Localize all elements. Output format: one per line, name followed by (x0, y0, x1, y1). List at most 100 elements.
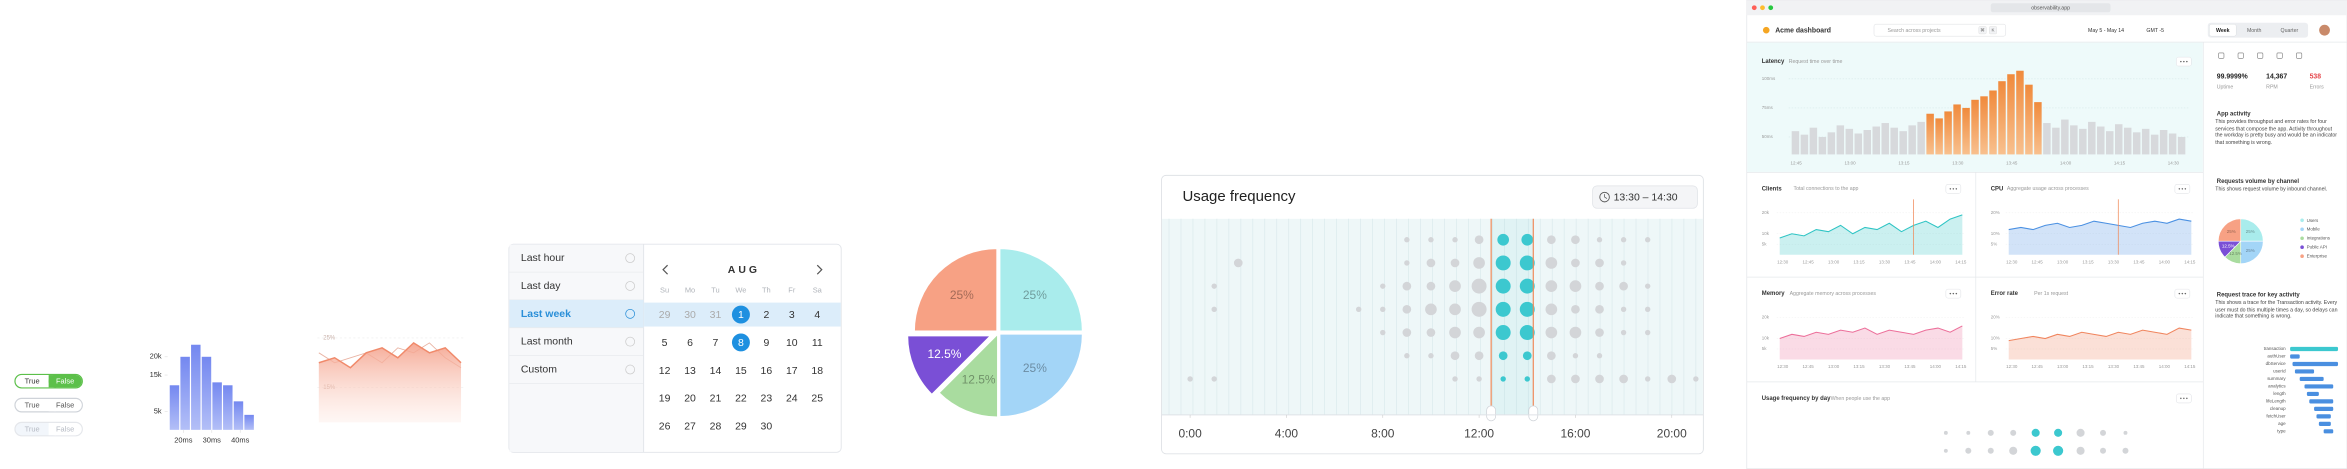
day: 17 (786, 366, 798, 377)
span-bar (2314, 406, 2334, 411)
section-text-box: This shows a trace for the Transaction a… (2215, 300, 2337, 320)
usage-bubble (1571, 258, 1580, 268)
x-tick-label: 13:15 (2082, 259, 2094, 264)
toggle-on-half (48, 422, 82, 436)
panel-title: Memory (1762, 291, 1786, 297)
y-tick-label: 20% (1991, 315, 2000, 320)
day: 12 (659, 366, 671, 377)
span-label: age (2278, 421, 2286, 426)
span-bar (2290, 346, 2339, 352)
y-tick-label: 10k (1762, 336, 1770, 341)
latency-bar (1863, 130, 1872, 155)
more-dot (2183, 397, 2185, 400)
span-bar (2323, 429, 2334, 434)
usage-bubble (1474, 235, 1484, 245)
day: 25 (811, 394, 823, 405)
tab[interactable]: Quarter (2281, 28, 2299, 34)
latency-bar (1962, 107, 1970, 155)
day: 16 (761, 366, 773, 377)
day: 26 (659, 421, 671, 432)
weekday: Tu (711, 286, 719, 295)
pie-slice (999, 248, 1083, 332)
key-cap (1978, 26, 1987, 35)
usage-bubble (1547, 374, 1556, 384)
selected-day (731, 305, 750, 324)
histogram-bar (223, 385, 233, 430)
x-tick-label: 12:00 (1464, 426, 1494, 440)
span-bar (2299, 376, 2324, 382)
usage-bubble (1519, 301, 1535, 317)
latency-bar (2097, 126, 2105, 155)
day: 2 (763, 310, 769, 321)
toggle-option: False (56, 424, 74, 433)
area-line (318, 341, 462, 369)
latency-bar (2159, 130, 2168, 155)
usage-bubble (1572, 353, 1579, 359)
histogram-bar (233, 401, 244, 430)
toolbar-icon (2218, 52, 2225, 59)
usage-bubble (1495, 325, 1511, 341)
latency-bar (2106, 131, 2114, 155)
usage-bubble (1644, 283, 1651, 289)
usage-bubble (1428, 237, 1434, 243)
y-tick-label: 10k (1762, 231, 1770, 236)
legend-label: Integrations (2307, 236, 2331, 241)
histogram-bar (191, 344, 201, 430)
y-tick-label: 20% (1991, 210, 2000, 215)
day: 30 (684, 310, 696, 321)
usage-bubble (1473, 257, 1485, 269)
usage-bubble (1428, 353, 1434, 359)
day: 5 (662, 338, 668, 349)
span-label: lifeLength (2266, 399, 2286, 404)
toggle-on-half (48, 375, 82, 388)
latency-bar (1899, 131, 1907, 155)
x-tick-label: 12:30 (1777, 259, 1789, 264)
more-dot (1949, 188, 1952, 190)
usage-bubble (1449, 303, 1461, 316)
usage-bubble (1450, 351, 1460, 361)
panel-subtitle: Request time over time (1789, 59, 1843, 65)
y-tick-label: 20k (1762, 315, 1770, 320)
legend-swatch (2300, 254, 2304, 258)
preset-icon (625, 281, 636, 291)
panel-title: Error rate (1991, 291, 2019, 297)
usage-bubble (1380, 306, 1386, 313)
pie-label: 12.5% (2222, 244, 2235, 249)
x-tick-label: 12:45 (1803, 364, 1815, 369)
x-tick-label: 12:30 (1777, 364, 1789, 369)
preset-icon (625, 336, 636, 347)
x-tick-label: 13:15 (2082, 364, 2094, 369)
legend-swatch (2300, 227, 2304, 232)
x-tick-label: 13:15 (1853, 364, 1865, 369)
pie-slice (914, 248, 998, 332)
usage-bubble (1211, 376, 1217, 382)
usage-bubble (1596, 353, 1603, 359)
more-dot (2178, 188, 2181, 190)
day: 31 (710, 310, 722, 321)
panel-subtitle: Aggregate usage across processes (2007, 186, 2089, 192)
latency-bar (1953, 104, 1961, 155)
weekday: We (735, 286, 746, 295)
usage-bubble (1987, 429, 1994, 436)
span-bar (2304, 384, 2334, 389)
panel-subtitle: Aggregate memory across processes (1790, 291, 1877, 297)
latency-bar (1989, 90, 1997, 155)
latency-bar (1872, 126, 1880, 155)
y-tick-label: 5% (1991, 346, 1997, 351)
usage-bubble (1449, 326, 1461, 339)
range-pill (1592, 185, 1698, 209)
usage-bubble (1524, 376, 1530, 382)
panel-subtitle: Per 1s request (2034, 291, 2068, 297)
weekday: Su (660, 286, 669, 295)
y-tick-label: 20k (150, 352, 162, 361)
window-dot (1751, 5, 1757, 11)
tab[interactable]: Month (2247, 28, 2262, 34)
weekday: Fr (788, 286, 796, 295)
preset-option: Last day (521, 281, 561, 292)
x-tick-label: 14:15 (2184, 364, 2196, 369)
usage-bubble (1521, 233, 1534, 246)
span-bar (2309, 399, 2334, 404)
span-label: cleanup (2270, 406, 2286, 411)
tab[interactable]: Week (2216, 28, 2230, 34)
